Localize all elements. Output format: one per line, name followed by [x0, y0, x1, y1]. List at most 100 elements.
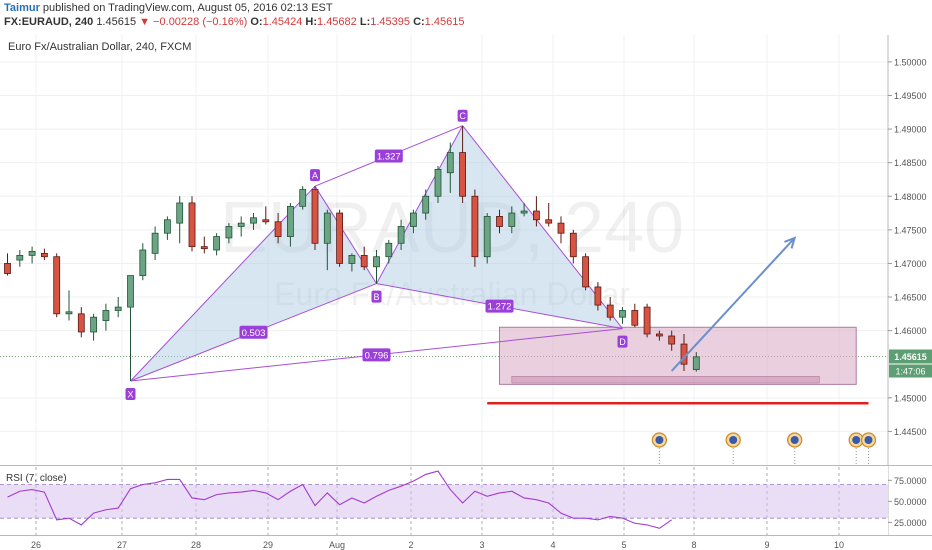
countdown-value: 1:47:06 [895, 366, 925, 376]
event-flag-icon [852, 436, 861, 444]
reversal-zone [499, 326, 857, 385]
grid [0, 35, 888, 465]
x-tick-label: 2 [408, 540, 413, 550]
open-label: O: [250, 16, 263, 28]
candle-body [274, 221, 282, 237]
ratio-label: 1.272 [488, 302, 512, 313]
point-badge [371, 290, 382, 303]
close-label: C: [413, 16, 425, 28]
x-tick-label: 3 [479, 540, 484, 550]
y-tick-label: 1.48500 [894, 158, 927, 168]
ratio-label: 1.327 [377, 151, 401, 162]
y-tick-label: 1.44500 [894, 427, 927, 437]
rsi-tick-label: 50.0000 [894, 497, 927, 507]
leg-xa [130, 185, 316, 382]
candle-body [53, 256, 61, 315]
ratio-label: 0.503 [242, 328, 266, 339]
x-tick-label: 29 [263, 540, 273, 550]
y-tick-label: 1.46500 [894, 293, 927, 303]
ratio-label: 0.796 [365, 350, 389, 361]
rsi-tick-label: 25.0000 [894, 518, 927, 528]
watermark-symbol: EURAUD, 240 [220, 188, 684, 268]
price-axis[interactable]: 1.50000 1.49500 1.49000 1.48500 1.48000 1.475… [888, 57, 927, 528]
ratio-badge [239, 325, 268, 339]
event-flag-icon [729, 436, 738, 444]
candle-body [286, 205, 294, 237]
candle-body [323, 212, 331, 244]
candle-body [483, 216, 491, 258]
leg-ab [314, 185, 377, 284]
x-tick-label: 8 [691, 540, 696, 550]
candle-body [348, 254, 356, 264]
publish-line: Taimur published on TradingView.com, Aug… [4, 2, 333, 14]
rsi-tick-label: 75.0000 [894, 476, 927, 486]
quote-line: FX:EURAUD, 240 1.45615 ▼ −0.00228 (−0.16… [4, 16, 464, 28]
ratio-badge [485, 299, 514, 313]
candle-body [237, 222, 245, 227]
candle-body [397, 226, 405, 244]
ratio-badge [362, 348, 391, 362]
candle-body [127, 275, 134, 308]
x-tick-label: 9 [764, 540, 769, 550]
last-price-tag [889, 349, 932, 364]
candle-body [446, 152, 454, 174]
candle-body [533, 210, 540, 221]
low-value: 1.45395 [370, 16, 410, 28]
candle-body [656, 333, 663, 337]
candle-body [163, 219, 171, 234]
price-chart[interactable]: EURAUD, 240 Euro Fx/Australian Dollar Eu… [0, 30, 932, 550]
candle-body [409, 212, 417, 227]
candle-body [200, 246, 208, 250]
candle-body [692, 356, 700, 370]
pattern-labels: X A B C D 0.503 1.327 1.272 0.796 [125, 109, 628, 401]
candle-body [336, 212, 344, 264]
low-label: L: [359, 16, 371, 28]
point-badge [617, 335, 628, 348]
x-tick-label: 28 [191, 540, 201, 550]
reversal-zone-inner [511, 376, 820, 384]
candles [4, 125, 700, 382]
author-link[interactable]: Taimur [4, 2, 40, 14]
rsi-band [0, 484, 888, 519]
candle-body [28, 250, 36, 256]
y-tick-label: 1.47000 [894, 259, 927, 269]
candle-body [299, 189, 307, 207]
candle-body [4, 263, 11, 274]
candle-body [262, 219, 270, 223]
ratio-badge [374, 149, 403, 163]
candle-body [668, 335, 676, 345]
publish-info: published on TradingView.com, August 05,… [42, 2, 333, 14]
y-tick-label: 1.50000 [894, 57, 927, 67]
candle-body [471, 195, 479, 258]
time-axis[interactable]: 26 27 28 29 Aug 2 3 4 5 8 9 10 [31, 540, 844, 550]
y-tick-label: 1.49500 [894, 91, 927, 101]
candle-body [631, 310, 639, 326]
watermark-name: Euro Fx/Australian Dollar [274, 276, 630, 312]
chart-header: Taimur published on TradingView.com, Aug… [0, 0, 932, 30]
y-tick-label: 1.47500 [894, 225, 927, 235]
point-label: X [127, 390, 133, 400]
candle-body [619, 310, 626, 318]
candle-body [65, 311, 73, 315]
point-label: A [312, 171, 318, 181]
candle-body [176, 202, 184, 224]
point-label: C [459, 111, 466, 121]
target-zone [499, 326, 857, 385]
candle-body [508, 212, 516, 227]
point-label: D [619, 337, 626, 347]
y-tick-label: 1.48000 [894, 192, 927, 202]
overlays [487, 236, 869, 405]
symbol-label: FX:EURAUD, 240 [4, 16, 94, 28]
watermark: EURAUD, 240 Euro Fx/Australian Dollar [220, 188, 684, 312]
rsi-indicator [0, 467, 888, 535]
leg-bc [376, 125, 464, 284]
x-tick-label: 27 [117, 540, 127, 550]
point-badge [310, 169, 320, 182]
candle-body [385, 242, 393, 258]
candle-body [102, 310, 110, 321]
event-flag-icon [655, 436, 664, 444]
candle-body [459, 152, 467, 197]
candle-body [582, 256, 589, 288]
candle-body [569, 232, 577, 258]
countdown-tag [889, 364, 932, 378]
